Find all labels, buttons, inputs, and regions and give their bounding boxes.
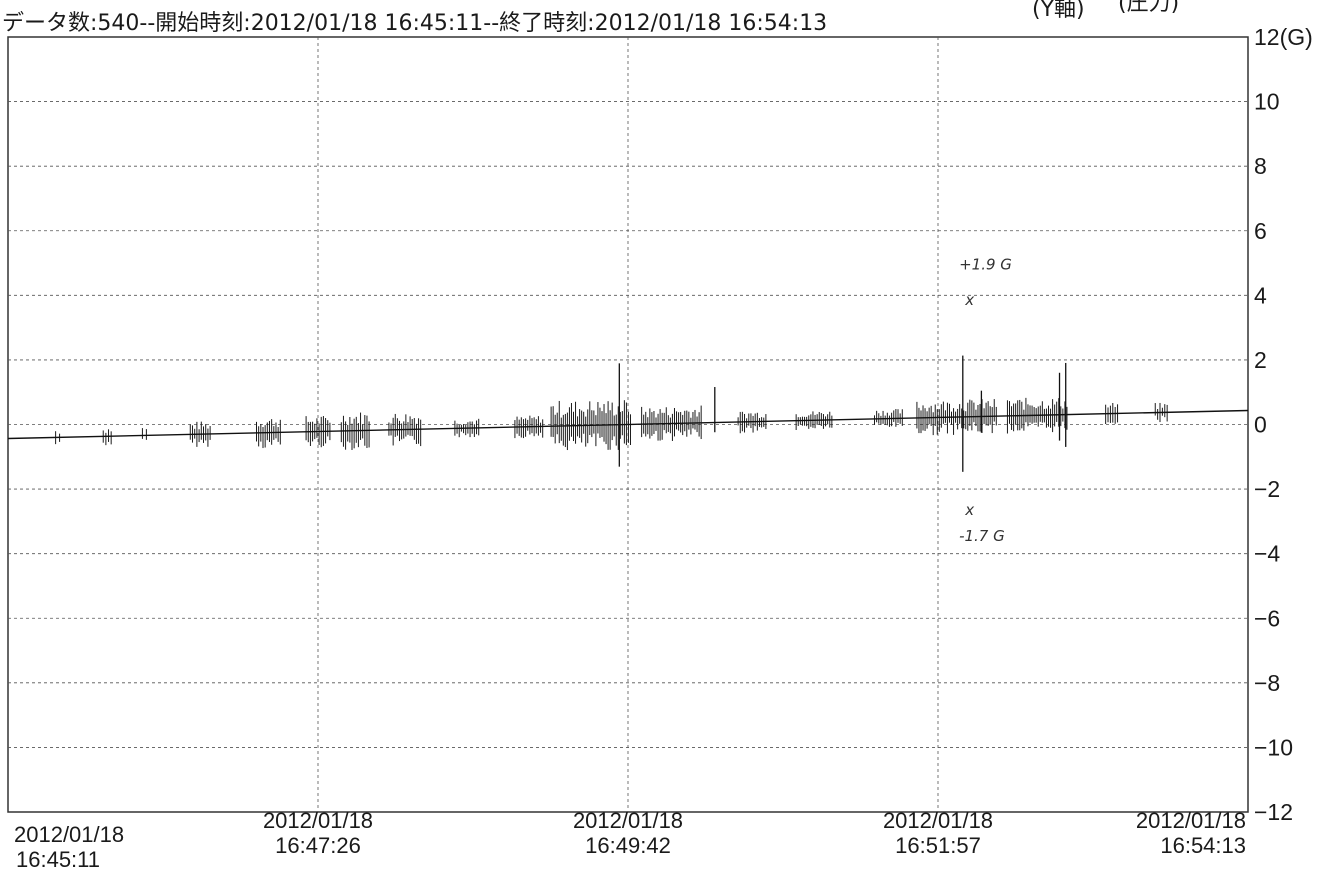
peak-annotations: +1.9 G x x -1.7 G	[959, 256, 1012, 545]
y-tick-label: 0	[1254, 412, 1267, 438]
chart-title-suffix: (Y軸)	[1032, 0, 1085, 22]
y-tick-label: 8	[1254, 153, 1267, 179]
y-tick-label: −10	[1254, 734, 1293, 760]
annotation-label: x	[964, 501, 974, 519]
y-tick-label: 2	[1254, 347, 1267, 373]
x-tick-date: 2012/01/18	[573, 808, 683, 833]
y-tick-label: −8	[1254, 670, 1280, 696]
y-tick-label: 4	[1254, 282, 1267, 308]
x-tick-date: 2012/01/18	[1136, 808, 1246, 833]
y-tick-label: −12	[1254, 799, 1293, 825]
x-tick-time: 16:49:42	[585, 833, 671, 858]
zero-baseline	[7, 409, 1249, 440]
y-tick-label: −2	[1254, 476, 1280, 502]
chart-title-partial: (圧力)	[1118, 0, 1179, 16]
grid-lines	[8, 37, 1248, 812]
x-tick-date: 2012/01/18	[263, 808, 373, 833]
y-tick-label: 12(G)	[1254, 24, 1313, 50]
x-tick-time: 16:45:11	[16, 847, 100, 869]
y-tick-label: −4	[1254, 541, 1280, 567]
x-tick-date: 2012/01/18	[883, 808, 993, 833]
chart-title: データ数:540--開始時刻:2012/01/18 16:45:11--終了時刻…	[2, 11, 827, 36]
annotation-label: x	[964, 291, 974, 309]
x-tick-date: 2012/01/18	[14, 822, 124, 847]
y-axis-ticks: 12(G) 10 8 6 4 2 0 −2 −4 −6 −8 −10 −12	[1254, 24, 1313, 825]
y-tick-label: 10	[1254, 89, 1280, 115]
x-tick-time: 16:51:57	[895, 833, 981, 858]
x-tick-time: 16:54:13	[1160, 833, 1246, 858]
y-tick-label: 6	[1254, 218, 1267, 244]
annotation-label: +1.9 G	[959, 256, 1012, 274]
annotation-label: -1.7 G	[959, 527, 1005, 545]
y-tick-label: −6	[1254, 605, 1280, 631]
x-tick-time: 16:47:26	[275, 833, 361, 858]
x-axis-ticks: 2012/01/1816:45:112012/01/1816:47:262012…	[14, 808, 1246, 869]
